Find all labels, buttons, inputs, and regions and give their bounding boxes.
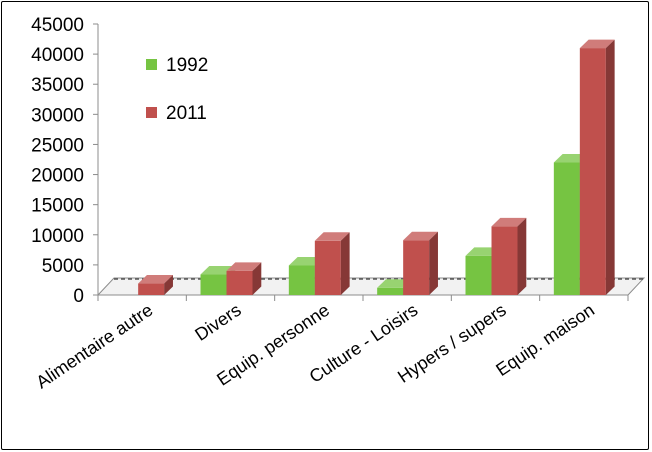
bar-front [553, 162, 580, 295]
bar-front [288, 265, 315, 295]
bar-front [579, 48, 606, 295]
bar-2011-4 [491, 217, 527, 295]
y-tick-label: 20000 [31, 166, 84, 187]
y-tick-label: 35000 [31, 75, 84, 96]
bar-2011-0 [138, 275, 173, 295]
y-tick-label: 45000 [31, 15, 84, 36]
bar-front [465, 255, 492, 295]
bar-top [138, 275, 173, 284]
bar-2011-2 [314, 232, 350, 295]
bar-side [164, 275, 173, 295]
bar-side [517, 217, 527, 295]
y-tick-label: 15000 [31, 196, 84, 217]
bar-front [138, 283, 165, 295]
bar-side [340, 232, 350, 295]
bar-top [226, 262, 262, 271]
x-tick-label: Divers [191, 300, 244, 345]
bar-front [491, 226, 518, 295]
x-tick-label: Equip. maison [492, 300, 598, 380]
y-tick-label: 5000 [42, 256, 84, 277]
x-tick-label: Alimentaire autre [32, 300, 156, 393]
y-tick-label: 25000 [31, 135, 84, 156]
bar-2011-3 [403, 231, 438, 295]
legend-label-1992: 1992 [166, 55, 208, 76]
bar-top [491, 217, 527, 227]
bar-top [403, 231, 438, 241]
bar-front [226, 270, 253, 295]
legend-swatch-2011 [146, 107, 157, 118]
bar-2011-5 [579, 39, 615, 295]
y-tick-label: 40000 [31, 45, 84, 66]
y-tick-label: 10000 [31, 226, 84, 247]
bar-top [579, 39, 615, 49]
bars [138, 39, 615, 295]
bar-front [377, 287, 404, 295]
bar-front [200, 274, 227, 295]
bar-side [429, 231, 438, 295]
legend-label-2011: 2011 [166, 103, 207, 124]
bar-front [403, 240, 430, 295]
legend: 1992 2011 [146, 55, 208, 124]
bar-front [314, 240, 341, 295]
bar-top [314, 232, 350, 241]
bar-side [252, 262, 262, 295]
y-axis: 0 5000 10000 15000 20000 25000 30000 35000 40000… [31, 15, 99, 307]
legend-swatch-1992 [146, 59, 157, 70]
bar-side [605, 39, 615, 295]
y-tick-label: 0 [73, 286, 84, 307]
bar-2011-1 [226, 262, 262, 295]
y-tick-label: 30000 [31, 105, 84, 126]
